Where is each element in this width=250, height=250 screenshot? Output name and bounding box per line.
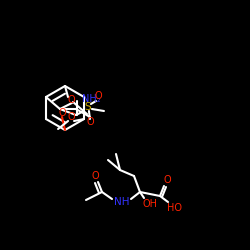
Text: O: O: [94, 91, 102, 101]
Text: O: O: [58, 108, 66, 118]
Text: O: O: [67, 95, 75, 105]
Text: HO: HO: [168, 203, 182, 213]
Text: OH: OH: [142, 199, 158, 209]
Text: O: O: [163, 175, 171, 185]
Text: NH: NH: [114, 197, 130, 207]
Text: O: O: [67, 112, 75, 122]
Text: O: O: [86, 117, 94, 127]
Text: S: S: [85, 102, 91, 112]
Text: NH₂: NH₂: [82, 94, 100, 104]
Text: O: O: [91, 171, 99, 181]
